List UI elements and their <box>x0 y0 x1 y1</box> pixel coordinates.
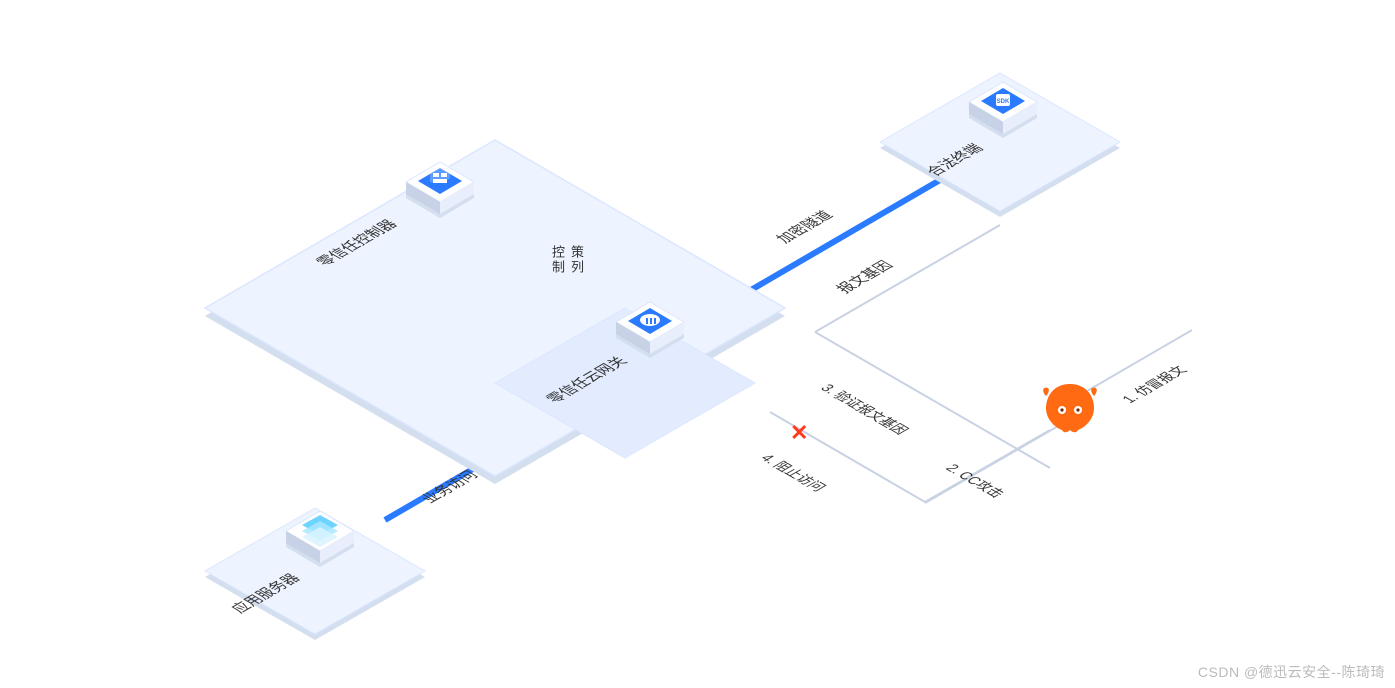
svg-text:SDK: SDK <box>997 99 1010 105</box>
big-platform <box>195 130 795 500</box>
cloud-gateway-icon <box>640 314 660 326</box>
block-marker-x: ✕ <box>790 420 808 446</box>
appserver-node <box>280 495 352 573</box>
diagram-stage: 零信任控制器 零信任云网关 策列控制 <box>0 0 1395 688</box>
attacker-node <box>1040 380 1100 441</box>
sdk-box-icon: SDK <box>996 94 1010 106</box>
controller-node <box>400 150 472 228</box>
gateway-node <box>610 290 682 368</box>
policy-label: 策列控制 <box>548 245 586 275</box>
watermark: CSDN @德迅云安全--陈琦琦 <box>1198 662 1385 682</box>
malware-face-icon <box>1040 380 1100 436</box>
terminal-node: SDK <box>963 70 1035 148</box>
